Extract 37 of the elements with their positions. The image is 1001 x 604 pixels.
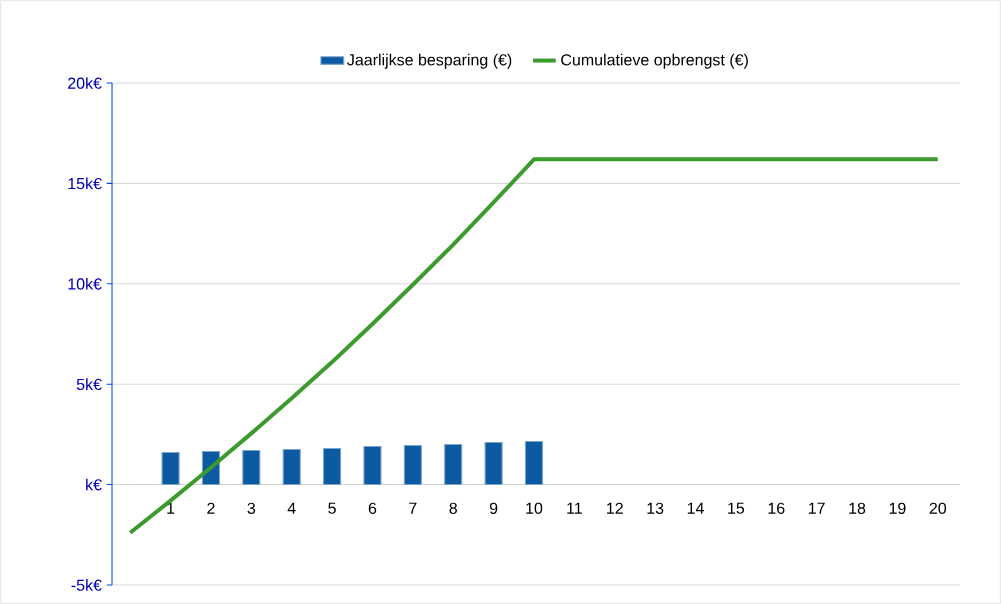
bar: [161, 451, 180, 486]
x-tick-label: 10: [526, 502, 543, 514]
x-tick-label: 11: [567, 502, 582, 514]
x-tick-label: 9: [489, 502, 498, 514]
bar: [444, 443, 463, 486]
legend-label: Cumulatieve opbrengst (€): [561, 53, 748, 69]
y-tick-label: k€: [86, 478, 102, 491]
y-tick-label: 5k€: [76, 378, 102, 391]
bar: [484, 441, 503, 486]
x-tick-label: 12: [607, 502, 623, 514]
x-tick-label: 17: [808, 502, 825, 514]
x-tick-label: 1: [167, 502, 175, 514]
x-tick-label: 18: [849, 502, 866, 514]
x-tick-label: 15: [728, 502, 745, 514]
x-tick-label: 8: [449, 502, 457, 514]
y-tick-label: 20k€: [68, 77, 102, 89]
x-tick-label: 3: [247, 502, 256, 514]
x-tick-label: 4: [287, 502, 296, 514]
bar: [363, 445, 382, 486]
y-tick-label: -5k€: [71, 579, 102, 591]
x-tick-label: 7: [409, 502, 417, 514]
bar: [524, 440, 544, 486]
x-tick-label: 2: [207, 502, 215, 514]
y-tick-label: 10k€: [68, 277, 102, 290]
legend-label: Jaarlijkse besparing (€): [347, 53, 512, 69]
x-tick-label: 5: [328, 502, 336, 514]
x-tick-label: 19: [889, 502, 906, 514]
bar: [403, 444, 422, 486]
x-tick-label: 14: [687, 502, 704, 514]
y-tick-label: 15k€: [68, 177, 102, 190]
x-tick-label: 20: [929, 502, 947, 514]
x-tick-label: 6: [368, 502, 377, 514]
bar: [242, 449, 261, 486]
x-tick-label: 16: [768, 502, 785, 514]
x-tick-label: 13: [647, 502, 664, 514]
bar: [282, 448, 301, 486]
bar: [323, 447, 342, 486]
